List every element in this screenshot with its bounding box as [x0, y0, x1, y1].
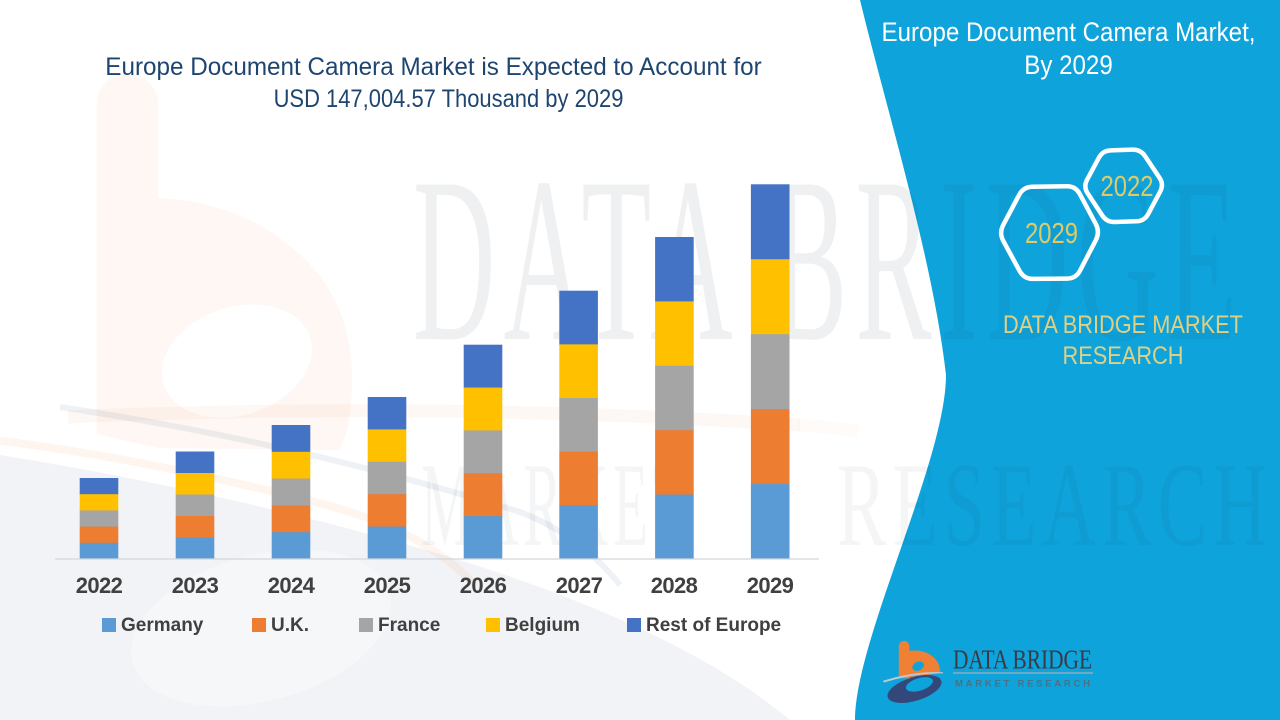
- svg-text:DATA BRIDGE: DATA BRIDGE: [953, 645, 1092, 675]
- svg-text:2022: 2022: [1101, 171, 1154, 203]
- svg-text:2029: 2029: [1025, 218, 1078, 250]
- svg-text:MARKET RESEARCH: MARKET RESEARCH: [955, 679, 1090, 690]
